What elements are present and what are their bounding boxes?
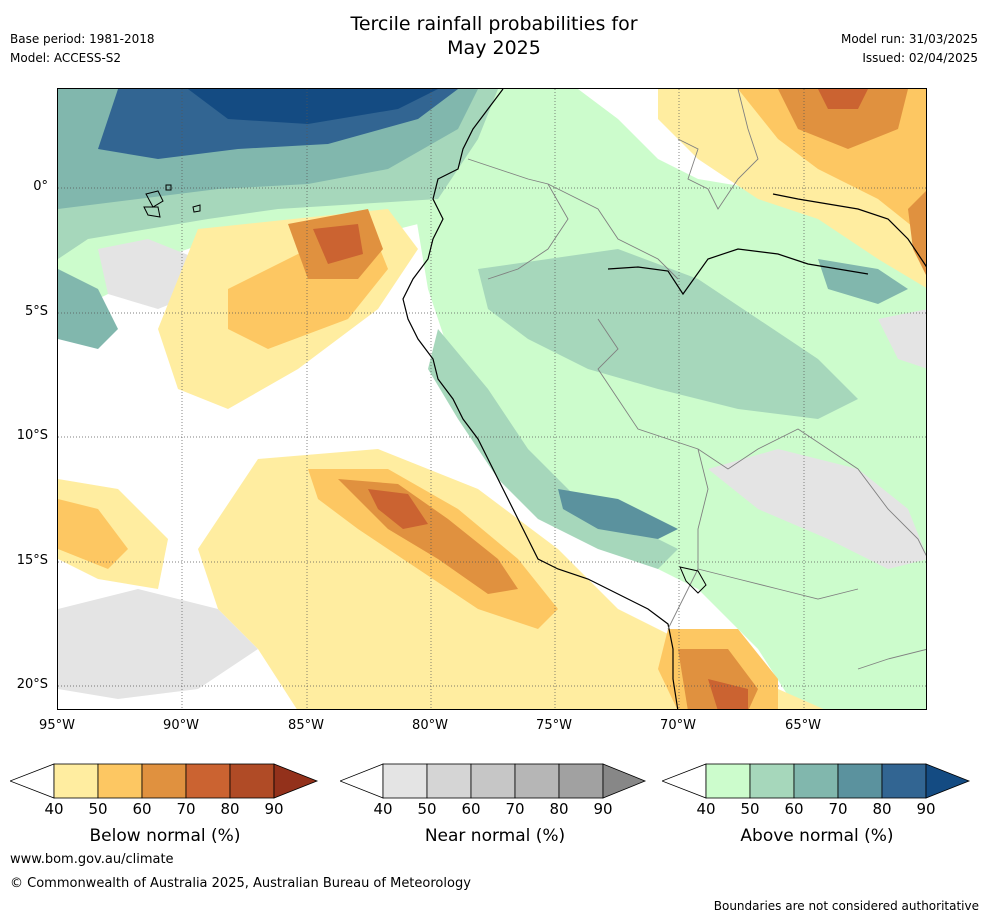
colorbar-near-low-arrow <box>338 763 384 799</box>
model-run: Model run: 31/03/2025 <box>840 32 978 46</box>
region-above-60-peru <box>428 329 678 569</box>
legend-below: 40 50 60 70 80 90 Below normal (%) <box>8 763 320 863</box>
lon-label-80w: 80°W <box>412 718 448 733</box>
tick-above-50: 50 <box>740 800 760 818</box>
colorbar-near-60-70 <box>470 763 516 799</box>
footer-copyright: © Commonwealth of Australia 2025, Austra… <box>10 876 471 891</box>
colorbar-above-low-arrow <box>660 763 707 799</box>
colorbar-below-high-arrow <box>273 763 319 799</box>
title-line-2: May 2025 <box>447 37 541 59</box>
tick-near-40: 40 <box>373 800 393 818</box>
colorbar-below-70-80 <box>185 763 231 799</box>
tick-below-40: 40 <box>44 800 64 818</box>
legend-above: 40 50 60 70 80 90 Above normal (%) <box>660 763 972 863</box>
lat-label-15s: 15°S <box>16 553 48 568</box>
colorbar-above-40-50 <box>705 763 751 799</box>
map-canvas <box>58 89 926 709</box>
colorbar-above-80-90 <box>881 763 927 799</box>
region-below-70-ocean <box>313 224 363 264</box>
region-below-50-east <box>908 191 926 275</box>
map-gridlines <box>58 89 926 709</box>
tick-below-90: 90 <box>264 800 284 818</box>
galapagos-islands <box>143 184 201 218</box>
tick-above-60: 60 <box>784 800 804 818</box>
region-near-40-d <box>878 309 926 369</box>
tick-near-60: 60 <box>461 800 481 818</box>
lake-titicaca <box>679 566 707 594</box>
country-boundaries <box>467 89 926 670</box>
tick-below-80: 80 <box>220 800 240 818</box>
colorbar-above-50-60 <box>749 763 795 799</box>
issued-date: Issued: 02/04/2025 <box>862 51 978 65</box>
lon-label-95w: 95°W <box>39 718 75 733</box>
tick-below-50: 50 <box>88 800 108 818</box>
colorbar-below-80-90 <box>229 763 275 799</box>
tick-near-70: 70 <box>505 800 525 818</box>
lat-label-5s: 5°S <box>24 304 48 319</box>
tick-near-50: 50 <box>417 800 437 818</box>
colorbar-near-80-90 <box>558 763 604 799</box>
model-name: Model: ACCESS-S2 <box>10 51 122 65</box>
region-near-40-c <box>58 589 258 699</box>
colorbar-above-60-70 <box>793 763 839 799</box>
region-below-70-chile <box>708 679 748 709</box>
footer-boundary-note: Boundaries are not considered authoritat… <box>713 899 979 913</box>
lat-label-0: 0° <box>33 179 48 194</box>
footer-url: www.bom.gov.au/climate <box>10 852 174 867</box>
region-above-60-east <box>818 259 908 304</box>
below-normal-regions <box>58 89 926 709</box>
title-line-1: Tercile rainfall probabilities for <box>350 13 638 35</box>
colorbar-near-50-60 <box>426 763 472 799</box>
lon-label-70w: 70°W <box>660 718 696 733</box>
lon-label-90w: 90°W <box>163 718 199 733</box>
colorbar-below-60-70 <box>141 763 187 799</box>
colorbar-above-70-80 <box>837 763 883 799</box>
region-above-90-ocean <box>188 89 438 124</box>
region-below-50-west <box>58 499 128 569</box>
lon-label-75w: 75°W <box>536 718 572 733</box>
tick-below-60: 60 <box>132 800 152 818</box>
colorbar-near-high-arrow <box>602 763 647 799</box>
colorbar-near <box>338 763 647 799</box>
region-above-50-inland <box>408 89 926 709</box>
region-near-40-b <box>708 449 926 569</box>
region-below-70-south <box>368 489 428 529</box>
base-period: Base period: 1981-2018 <box>10 32 155 46</box>
colorbar-above <box>660 763 971 799</box>
tick-above-90: 90 <box>916 800 936 818</box>
lat-label-20s: 20°S <box>16 677 48 692</box>
colorbar-below <box>8 763 319 799</box>
region-below-60-north <box>778 89 908 149</box>
lon-label-65w: 65°W <box>785 718 821 733</box>
lat-label-10s: 10°S <box>16 428 48 443</box>
tick-above-80: 80 <box>872 800 892 818</box>
region-above-60-andes <box>478 249 858 419</box>
tick-above-70: 70 <box>828 800 848 818</box>
coastline <box>402 89 926 709</box>
legend-near-title: Near normal (%) <box>424 826 566 846</box>
region-above-60-west <box>58 269 118 349</box>
region-above-70-trough <box>558 489 678 539</box>
tick-above-40: 40 <box>696 800 716 818</box>
region-below-70-north <box>818 89 868 109</box>
colorbar-below-50-60 <box>97 763 143 799</box>
legend-near: 40 50 60 70 80 90 Near normal (%) <box>338 763 650 863</box>
tick-below-70: 70 <box>176 800 196 818</box>
legend-above-title: Above normal (%) <box>740 826 894 846</box>
rainfall-map <box>57 88 927 710</box>
lon-label-85w: 85°W <box>288 718 324 733</box>
colorbar-near-70-80 <box>514 763 560 799</box>
colorbar-above-high-arrow <box>925 763 971 799</box>
colorbar-near-40-50 <box>382 763 428 799</box>
colorbar-below-low-arrow <box>8 763 55 799</box>
near-normal-regions <box>58 239 926 699</box>
colorbar-below-40-50 <box>53 763 99 799</box>
tick-near-80: 80 <box>549 800 569 818</box>
legend-below-title: Below normal (%) <box>89 826 241 846</box>
chart-title: Tercile rainfall probabilities for May 2… <box>0 12 988 60</box>
tick-near-90: 90 <box>593 800 613 818</box>
